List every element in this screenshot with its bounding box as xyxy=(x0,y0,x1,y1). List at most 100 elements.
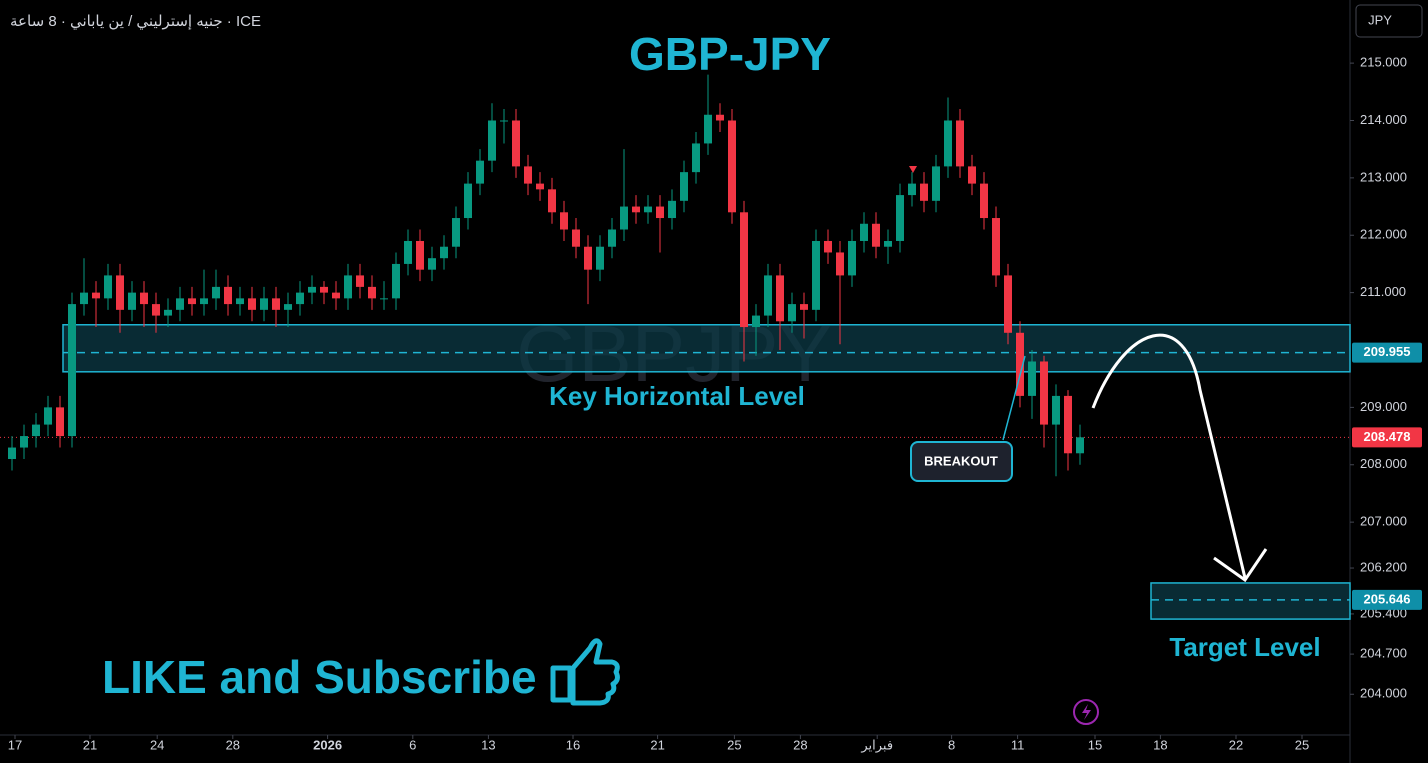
projection-arrow xyxy=(1091,333,1247,579)
candle-body xyxy=(764,275,772,316)
candle-body xyxy=(956,120,964,167)
currency-label: JPY xyxy=(1368,12,1392,27)
candle-body xyxy=(464,183,472,219)
y-tick-label: 212.000 xyxy=(1360,227,1407,242)
breakout-box xyxy=(910,441,1013,482)
price-tag-label: 208.478 xyxy=(1364,429,1411,444)
candle-body xyxy=(440,246,448,259)
candle-body xyxy=(944,120,952,167)
candle-body xyxy=(344,275,352,299)
candle-body xyxy=(1052,395,1060,425)
x-tick-label: 25 xyxy=(1295,737,1309,752)
level-label: Key Horizontal Level xyxy=(549,381,805,411)
candle-body xyxy=(692,143,700,173)
candle-body xyxy=(992,218,1000,276)
y-tick-label: 209.000 xyxy=(1360,399,1407,414)
candle-body xyxy=(332,292,340,299)
price-tag-label: 205.646 xyxy=(1364,591,1411,606)
candle-body xyxy=(392,263,400,299)
alert-bolt xyxy=(1082,704,1091,720)
signal-marker xyxy=(909,166,917,173)
candle-body xyxy=(164,309,172,316)
candle-body xyxy=(656,206,664,219)
candle-body xyxy=(200,298,208,305)
candle-body xyxy=(716,114,724,121)
candle-body xyxy=(1028,361,1036,396)
x-tick-label: 18 xyxy=(1153,737,1167,752)
x-tick-label: 6 xyxy=(409,737,416,752)
candle-body xyxy=(1016,332,1024,396)
candle-body xyxy=(980,183,988,219)
x-tick-label: 11 xyxy=(1011,737,1025,752)
candle-body xyxy=(512,120,520,167)
price-tag-label: 209.955 xyxy=(1364,344,1411,359)
candle-body xyxy=(260,298,268,310)
price-tag xyxy=(1352,342,1422,363)
candle-body xyxy=(740,212,748,328)
y-tick-label: 208.000 xyxy=(1360,456,1407,471)
candle-body xyxy=(860,223,868,241)
candle-body xyxy=(80,292,88,305)
candle-body xyxy=(176,298,184,310)
candle-body xyxy=(56,407,64,437)
candle-body xyxy=(320,286,328,293)
y-tick-label: 211.000 xyxy=(1360,284,1406,299)
y-tick-label: 204.000 xyxy=(1360,686,1407,701)
y-tick-label: 213.000 xyxy=(1360,169,1407,184)
candle-body xyxy=(644,206,652,213)
y-tick-label: 215.000 xyxy=(1360,55,1407,70)
candle-body xyxy=(968,166,976,184)
candle-body xyxy=(44,407,52,425)
cta-text: LIKE and Subscribe xyxy=(102,651,537,703)
x-tick-label: 2026 xyxy=(313,737,342,752)
candle-body xyxy=(932,166,940,201)
x-tick-label: 21 xyxy=(650,737,664,752)
candle-body xyxy=(284,304,292,310)
candle-body xyxy=(368,286,376,299)
candle-body xyxy=(680,172,688,201)
price-tag xyxy=(1352,589,1422,610)
level-label: Target Level xyxy=(1169,632,1320,662)
level-zone xyxy=(1150,582,1351,620)
level-zone xyxy=(62,324,1351,373)
candle-body xyxy=(188,298,196,305)
candle-body xyxy=(812,240,820,310)
y-tick-label: 207.000 xyxy=(1360,514,1407,529)
arrow-head xyxy=(1213,548,1268,583)
x-tick-label: 28 xyxy=(226,737,240,752)
candle-body xyxy=(212,286,220,299)
chart-title: GBP-JPY xyxy=(629,28,831,80)
currency-button[interactable] xyxy=(1355,4,1423,38)
candle-body xyxy=(380,298,388,300)
candle-body xyxy=(896,195,904,241)
candle-body xyxy=(620,206,628,230)
x-tick-label: 16 xyxy=(566,737,580,752)
candle-body xyxy=(1076,437,1084,454)
candle-body xyxy=(428,258,436,270)
candle-body xyxy=(632,206,640,213)
candle-body xyxy=(560,212,568,230)
candle-body xyxy=(920,183,928,201)
candle-body xyxy=(536,183,544,190)
candle-body xyxy=(104,275,112,299)
candle-body xyxy=(140,292,148,305)
candle-body xyxy=(500,120,508,122)
breakout-label: BREAKOUT xyxy=(924,453,998,468)
candle-body xyxy=(452,218,460,247)
thumb-icon xyxy=(550,638,620,706)
candle-body xyxy=(884,240,892,247)
y-tick-label: 204.700 xyxy=(1360,646,1407,661)
candle-body xyxy=(20,436,28,448)
candle-body xyxy=(32,424,40,437)
candle-body xyxy=(908,183,916,196)
x-tick-label: 13 xyxy=(481,737,495,752)
candle-body xyxy=(572,229,580,247)
candle-body xyxy=(1004,275,1012,333)
candle-body xyxy=(836,252,844,276)
candle-body xyxy=(92,292,100,299)
symbol-header: جنيه إسترليني / ين ياباني · 8 ساعة · ICE xyxy=(10,13,261,31)
candle-body xyxy=(848,240,856,276)
candle-body xyxy=(356,275,364,287)
x-tick-label: 21 xyxy=(83,737,97,752)
